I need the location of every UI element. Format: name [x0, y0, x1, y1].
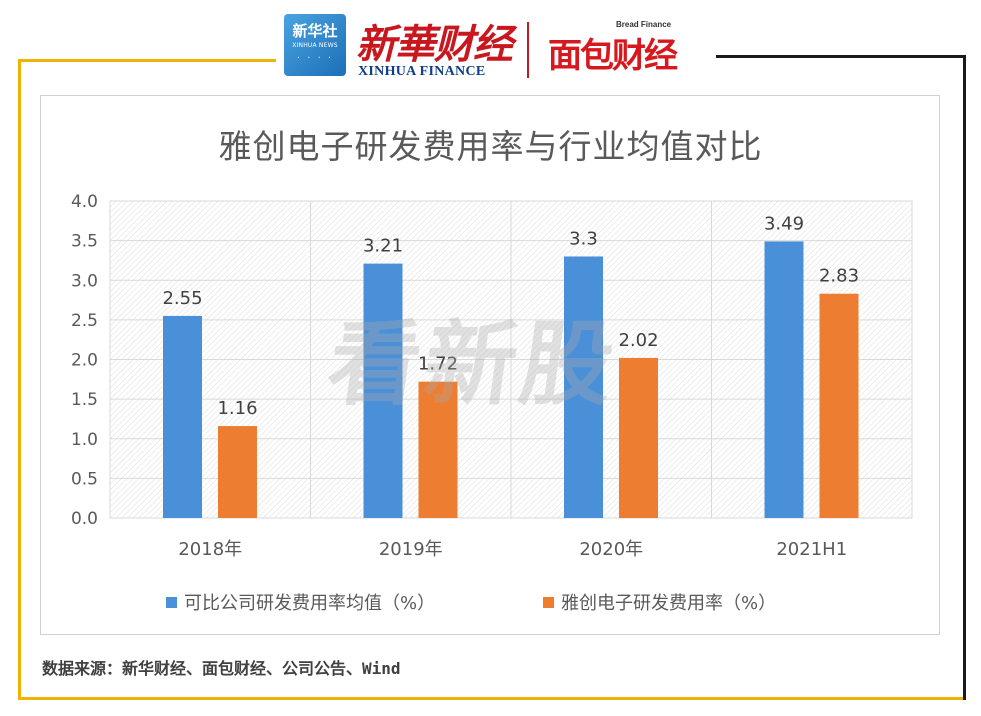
bar-industry-avg [163, 315, 202, 518]
data-label-industry-avg: 2.55 [162, 288, 202, 309]
logo-divider [527, 22, 529, 78]
xinhua-finance-logo-en: XINHUA FINANCE [358, 64, 486, 79]
frame-line-bottom [18, 697, 966, 700]
bar-yachuang [418, 381, 458, 518]
data-label-industry-avg: 3.21 [363, 236, 403, 257]
bar-yachuang [819, 293, 859, 518]
frame-line-top-right [716, 55, 966, 58]
frame-line-left [18, 59, 21, 699]
x-tick-label: 2019年 [379, 539, 443, 560]
y-tick-label: 2.5 [71, 311, 98, 331]
watermark: 看新股 [321, 311, 625, 418]
x-tick-label: 2021H1 [776, 539, 847, 560]
x-tick-label: 2018年 [178, 539, 242, 560]
xinhua-finance-logo-cn: 新華财经 [356, 21, 513, 68]
x-tick-label: 2020年 [579, 539, 643, 560]
data-label-yachuang: 1.72 [418, 354, 458, 375]
legend-label-industry: 可比公司研发费用率均值（%） [184, 593, 436, 614]
source-note: 数据来源：新华财经、面包财经、公司公告、Wind [42, 659, 401, 678]
y-tick-label: 1.5 [71, 390, 98, 410]
data-label-industry-avg: 3.3 [569, 228, 598, 249]
xinhua-news-logo: 新华社 XINHUA NEWS · · · · [284, 14, 346, 76]
data-label-industry-avg: 3.49 [764, 213, 804, 234]
bar-yachuang [619, 357, 658, 518]
y-tick-label: 0.0 [71, 509, 98, 529]
data-label-yachuang: 1.16 [217, 398, 257, 419]
xinhua-news-logo-cn: 新华社 [292, 22, 338, 40]
legend-label-yachuang: 雅创电子研发费用率（%） [561, 593, 777, 614]
bread-finance-logo-cn: 面包财经 [548, 36, 678, 76]
legend-swatch-industry [166, 596, 177, 608]
y-tick-label: 4.0 [71, 192, 98, 212]
bar-industry-avg [764, 241, 804, 519]
bar-industry-avg [564, 256, 603, 518]
legend-item-yachuang: 雅创电子研发费用率（%） [543, 589, 776, 615]
network-dots-icon: · · · · [296, 53, 334, 64]
y-tick-label: 0.5 [71, 469, 98, 489]
xinhua-news-logo-en: XINHUA NEWS [292, 42, 338, 49]
bar-industry-avg [363, 263, 403, 518]
y-tick-label: 1.0 [71, 430, 98, 450]
bar-yachuang [218, 426, 257, 518]
chart-title: 雅创电子研发费用率与行业均值对比 [218, 127, 763, 166]
data-label-yachuang: 2.02 [618, 330, 658, 351]
frame-line-top-left [18, 59, 276, 62]
data-label-yachuang: 2.83 [819, 266, 859, 287]
y-tick-label: 2.0 [71, 351, 98, 371]
legend-item-industry: 可比公司研发费用率均值（%） [166, 589, 435, 615]
chart-legend: 可比公司研发费用率均值（%） 雅创电子研发费用率（%） [0, 589, 981, 615]
bread-finance-logo-en: Bread Finance [616, 20, 672, 29]
y-tick-label: 3.5 [71, 232, 98, 252]
frame-line-right [963, 55, 966, 700]
legend-swatch-yachuang [543, 596, 554, 608]
y-tick-label: 3.0 [71, 271, 98, 291]
